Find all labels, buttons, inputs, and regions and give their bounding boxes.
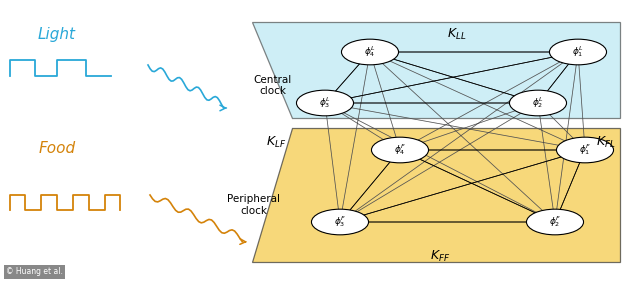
Circle shape	[550, 39, 607, 65]
Circle shape	[342, 39, 399, 65]
Text: $K_{FF}$: $K_{FF}$	[430, 249, 451, 264]
Text: Central
clock: Central clock	[254, 75, 292, 96]
Text: Food: Food	[39, 141, 75, 156]
Circle shape	[372, 137, 429, 163]
Text: $K_{LL}$: $K_{LL}$	[447, 27, 466, 42]
Text: $\phi_4^F$: $\phi_4^F$	[394, 142, 406, 158]
Text: $K_{LF}$: $K_{LF}$	[266, 135, 286, 150]
Text: $K_{FL}$: $K_{FL}$	[596, 135, 615, 150]
Circle shape	[557, 137, 614, 163]
Text: $\phi_3^F$: $\phi_3^F$	[334, 215, 346, 229]
Text: $\phi_1^F$: $\phi_1^F$	[579, 142, 591, 158]
Circle shape	[510, 90, 567, 116]
Text: $\phi_1^L$: $\phi_1^L$	[572, 44, 584, 60]
Text: Peripheral
clock: Peripheral clock	[227, 194, 280, 216]
Polygon shape	[252, 128, 620, 262]
Text: $\phi_2^F$: $\phi_2^F$	[549, 215, 561, 229]
Text: © Huang et al.: © Huang et al.	[6, 267, 63, 276]
Circle shape	[311, 209, 368, 235]
Circle shape	[526, 209, 583, 235]
Text: $\phi_3^L$: $\phi_3^L$	[319, 95, 331, 111]
Text: $\phi_2^L$: $\phi_2^L$	[532, 95, 544, 111]
Text: Light: Light	[38, 27, 76, 42]
Circle shape	[297, 90, 354, 116]
Text: $\phi_4^L$: $\phi_4^L$	[364, 44, 376, 60]
Polygon shape	[252, 22, 620, 118]
